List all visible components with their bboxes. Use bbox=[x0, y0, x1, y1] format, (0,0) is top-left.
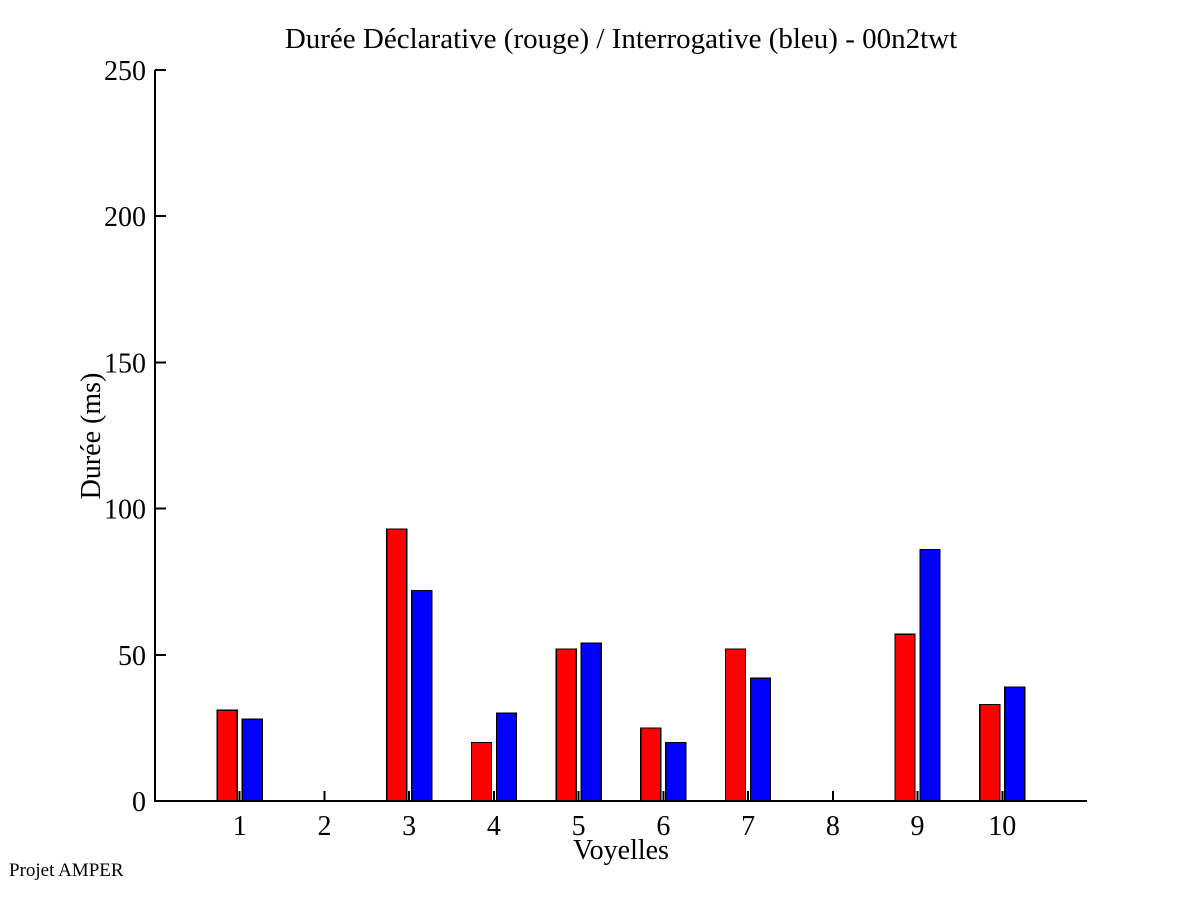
bar-series2-cat6 bbox=[665, 741, 687, 802]
bar-series1-cat4 bbox=[470, 741, 493, 802]
bar-series2-cat9 bbox=[919, 548, 941, 802]
x-tick-label: 10 bbox=[988, 811, 1016, 842]
x-tick-label: 7 bbox=[741, 811, 755, 842]
bar-series1-cat3 bbox=[386, 528, 408, 802]
x-tick-label: 5 bbox=[572, 811, 586, 842]
y-tick-label: 100 bbox=[104, 495, 146, 526]
y-tick-label: 50 bbox=[118, 641, 146, 672]
bar-series1-cat9 bbox=[894, 633, 916, 802]
y-tick-label: 150 bbox=[104, 348, 146, 379]
x-tick-label: 9 bbox=[911, 811, 925, 842]
y-tick-label: 250 bbox=[104, 56, 146, 87]
bar-series1-cat5 bbox=[555, 648, 577, 802]
chart-title: Durée Déclarative (rouge) / Interrogativ… bbox=[284, 23, 958, 55]
bar-series1-cat1 bbox=[216, 709, 238, 802]
x-tick-label: 6 bbox=[656, 811, 670, 842]
x-tick-label: 3 bbox=[402, 811, 416, 842]
bar-series1-cat7 bbox=[724, 648, 747, 802]
bar-series1-cat6 bbox=[640, 727, 662, 802]
x-axis-title: Voyelles bbox=[573, 835, 669, 866]
bar-series2-cat1 bbox=[241, 718, 263, 802]
bar-series2-cat4 bbox=[495, 712, 518, 802]
x-tick-label: 8 bbox=[826, 811, 840, 842]
y-tick-label: 200 bbox=[104, 202, 146, 233]
bar-series2-cat7 bbox=[749, 677, 772, 802]
x-tick-label: 4 bbox=[487, 811, 501, 842]
bar-series1-cat10 bbox=[979, 703, 1001, 802]
y-tick-label: 0 bbox=[132, 787, 146, 818]
x-tick-label: 1 bbox=[233, 811, 247, 842]
x-tick-label: 2 bbox=[317, 811, 331, 842]
project-footer-label: Projet AMPER bbox=[9, 860, 124, 881]
y-axis-title: Durée (ms) bbox=[76, 372, 107, 500]
bar-series2-cat5 bbox=[580, 642, 602, 802]
bar-series2-cat10 bbox=[1004, 686, 1026, 802]
bar-series2-cat3 bbox=[411, 589, 433, 802]
